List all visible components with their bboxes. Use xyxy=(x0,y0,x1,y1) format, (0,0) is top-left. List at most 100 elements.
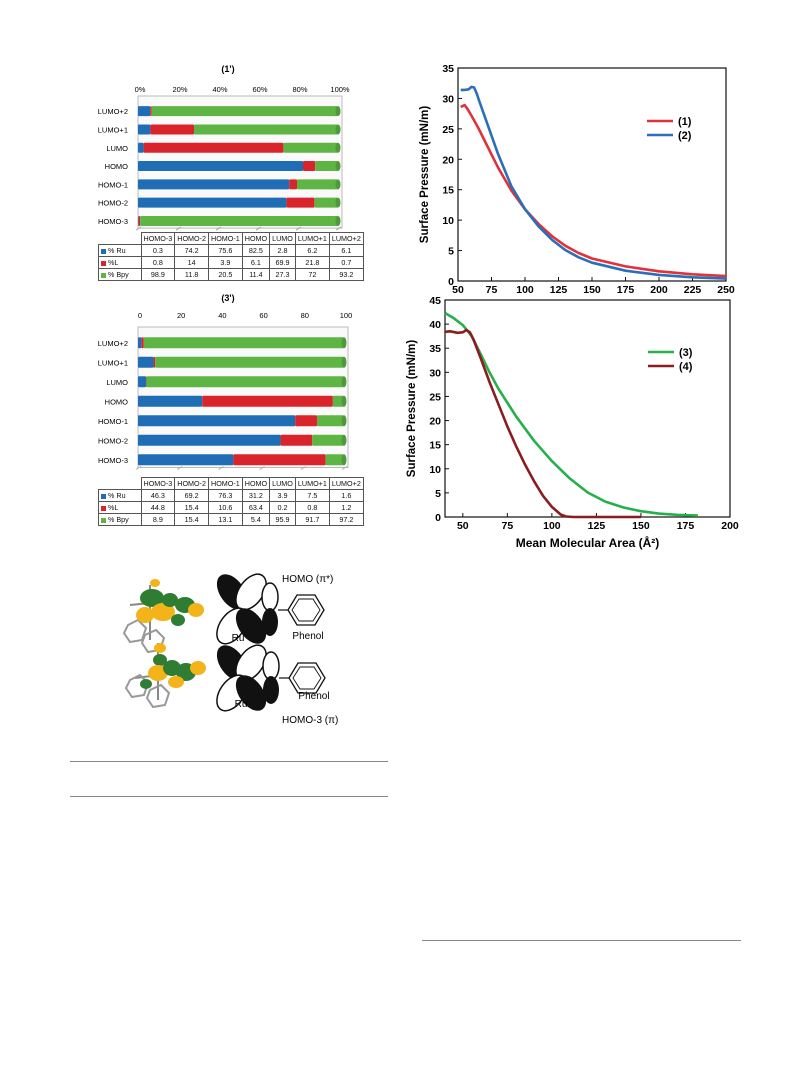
y-tick-label: LUMO xyxy=(106,144,128,153)
bar-segment xyxy=(138,415,296,427)
bar-segment xyxy=(303,161,316,172)
bar-segment xyxy=(283,142,338,153)
orbital-bottom-label: HOMO-3 (π) xyxy=(282,715,338,726)
x-tick xyxy=(218,466,224,470)
x-tick xyxy=(255,226,262,231)
bar-segment xyxy=(194,124,338,135)
series-line xyxy=(444,311,698,517)
orbital-top-label: HOMO (π*) xyxy=(282,574,333,585)
bar-segment xyxy=(151,106,338,117)
y-tick-label: 20 xyxy=(429,416,441,428)
x-tick xyxy=(341,466,348,470)
legend-label: (3) xyxy=(679,347,693,359)
x-tick-label: 200 xyxy=(650,284,668,296)
divider-2 xyxy=(70,796,388,797)
orbital-top-ru: Ru xyxy=(232,633,245,644)
orbital-bottom-phenol: Phenol xyxy=(298,691,329,702)
legend-swatch xyxy=(101,517,106,523)
molecule-bottom-icon xyxy=(124,643,206,709)
y-tick-label: 40 xyxy=(429,319,441,331)
bar-end-cap xyxy=(335,124,341,135)
plot-frame xyxy=(444,299,731,518)
chart1-title: (1') xyxy=(221,64,234,74)
y-tick-label: HOMO-1 xyxy=(98,417,128,426)
table-cell: 31.2 xyxy=(241,489,271,502)
p-orbital-bottom xyxy=(262,651,280,704)
table-cell: 5.4 xyxy=(241,513,271,526)
table-row: % Ru 46.3 69.2 76.3 31.2 3.9 7.5 1.6 xyxy=(98,489,364,502)
bar-segment xyxy=(317,415,344,427)
y-tick-label: LUMO+1 xyxy=(98,125,128,134)
x-tick-label: 100% xyxy=(330,85,350,94)
bar-segment xyxy=(141,337,144,349)
bar-segment xyxy=(332,395,344,407)
orbital-bottom-ru: Ru xyxy=(235,699,248,710)
x-tick-label: 50 xyxy=(452,284,464,296)
bar-segment xyxy=(315,161,338,172)
series-line xyxy=(460,85,727,280)
x-tick-label: 40 xyxy=(218,311,226,320)
bar-segment xyxy=(286,197,315,208)
bar-end-cap xyxy=(335,142,341,153)
table-row: % Ru 0.3 74.2 75.6 82.5 2.8 6.2 6.1 xyxy=(98,244,364,257)
table-cell: 97.2 xyxy=(328,513,364,526)
x-tick xyxy=(175,226,182,231)
x-tick-label: 150 xyxy=(632,520,650,532)
table-row: %L 44.8 15.4 10.6 63.4 0.2 0.8 1.2 xyxy=(98,501,364,514)
bar-segment xyxy=(138,161,303,172)
bar-end-cap xyxy=(341,454,347,466)
bar-segment xyxy=(138,356,154,368)
y-tick-label: 0 xyxy=(435,512,441,524)
x-tick-label: 150 xyxy=(583,284,601,296)
y-tick-label: 30 xyxy=(442,93,454,105)
bar-segment xyxy=(289,179,297,190)
bar-segment xyxy=(138,454,234,466)
y-tick-label: LUMO xyxy=(106,378,128,387)
bar-segment xyxy=(138,197,287,208)
table-cell: 15.4 xyxy=(174,513,209,526)
table-cell: 20.5 xyxy=(208,268,243,281)
x-tick-label: 75 xyxy=(486,284,498,296)
x-tick-label: 125 xyxy=(550,284,568,296)
legend-swatch xyxy=(101,493,106,499)
x-tick-label: 225 xyxy=(684,284,702,296)
p-orbital-top xyxy=(261,582,279,636)
x-tick-label: 40% xyxy=(212,85,227,94)
y-tick-label: HOMO-2 xyxy=(98,199,128,208)
legend-swatch xyxy=(101,260,106,266)
legend-label: (2) xyxy=(678,130,692,142)
x-tick-label: 250 xyxy=(717,284,735,296)
legend-swatch xyxy=(101,272,106,278)
legend-swatch xyxy=(101,505,106,511)
bar-end-cap xyxy=(335,215,341,226)
bar-segment xyxy=(314,197,338,208)
bar-segment xyxy=(150,124,194,135)
y-tick-label: 5 xyxy=(448,246,454,258)
bar-segment xyxy=(138,434,281,446)
bar-segment xyxy=(138,376,147,388)
benzene-ring-top-icon xyxy=(287,594,325,626)
bar-end-cap xyxy=(341,356,347,368)
x-tick-label: 20 xyxy=(177,311,185,320)
x-tick xyxy=(259,466,265,470)
y-tick-label: HOMO-1 xyxy=(98,180,128,189)
x-tick-label: 175 xyxy=(677,520,695,532)
series-line xyxy=(444,328,641,519)
y-axis-label: Surface Pressure (mN/m) xyxy=(419,106,431,244)
table-header-row: HOMO-3 HOMO-2 HOMO-1 HOMO LUMO LUMO+1 LUMO+2 xyxy=(99,477,364,490)
bar-end-cap xyxy=(341,376,347,388)
bar-end-cap xyxy=(335,197,341,208)
y-tick-label: 35 xyxy=(442,63,454,75)
x-tick-label: 80 xyxy=(301,311,309,320)
y-tick-label: LUMO+2 xyxy=(98,339,128,348)
bar-segment xyxy=(325,454,344,466)
x-tick xyxy=(215,226,222,231)
d-orbital-bottom xyxy=(216,644,267,712)
bar-segment xyxy=(143,337,344,349)
x-tick-label: 75 xyxy=(502,520,514,532)
bar-segment xyxy=(233,454,326,466)
